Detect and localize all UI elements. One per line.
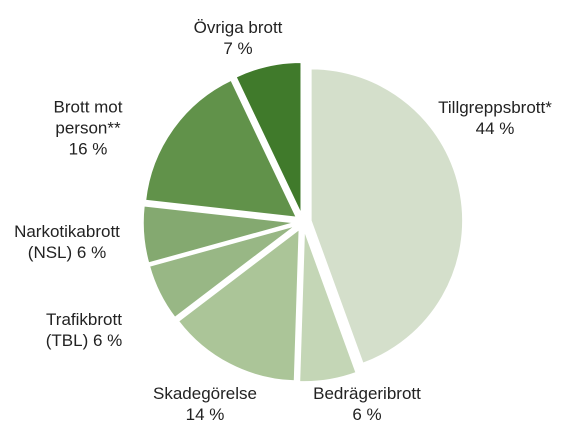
value-label: 6 % — [92, 331, 123, 350]
category-label: Bedrägeribrott — [313, 384, 421, 403]
value-label: 6 % — [76, 243, 107, 262]
pie-slice — [298, 229, 358, 383]
slice-label: Tillgreppsbrott* 44 % — [415, 97, 575, 139]
slice-label: Narkotikabrott (NSL) 6 % — [2, 221, 132, 263]
pie-slice — [177, 227, 301, 382]
value-label: 44 % — [475, 119, 515, 138]
pie-slice — [310, 67, 464, 365]
slice-label: Övriga brott 7 % — [163, 17, 313, 59]
pie-slice — [144, 79, 298, 219]
category-label: Trafikbrott (TBL) — [45, 310, 122, 350]
category-label: Narkotikabrott (NSL) — [14, 222, 120, 262]
value-label: 14 % — [185, 405, 225, 424]
category-label: Övriga brott — [193, 18, 283, 37]
pie-slice — [142, 204, 296, 265]
value-label: 6 % — [352, 405, 382, 424]
category-label: Tillgreppsbrott* — [438, 98, 552, 117]
slice-label: Brott mot person** 16 % — [38, 97, 138, 160]
pie-slice — [234, 61, 302, 215]
value-label: 7 % — [223, 39, 253, 58]
category-label: Brott mot person** — [53, 97, 123, 138]
category-label: Skadegörelse — [153, 384, 257, 403]
slice-label: Trafikbrott (TBL) 6 % — [32, 309, 137, 351]
slice-label: Skadegörelse 14 % — [130, 383, 280, 425]
pie-slice — [148, 224, 297, 319]
value-label: 16 % — [68, 139, 108, 159]
slice-label: Bedrägeribrott 6 % — [292, 383, 442, 425]
